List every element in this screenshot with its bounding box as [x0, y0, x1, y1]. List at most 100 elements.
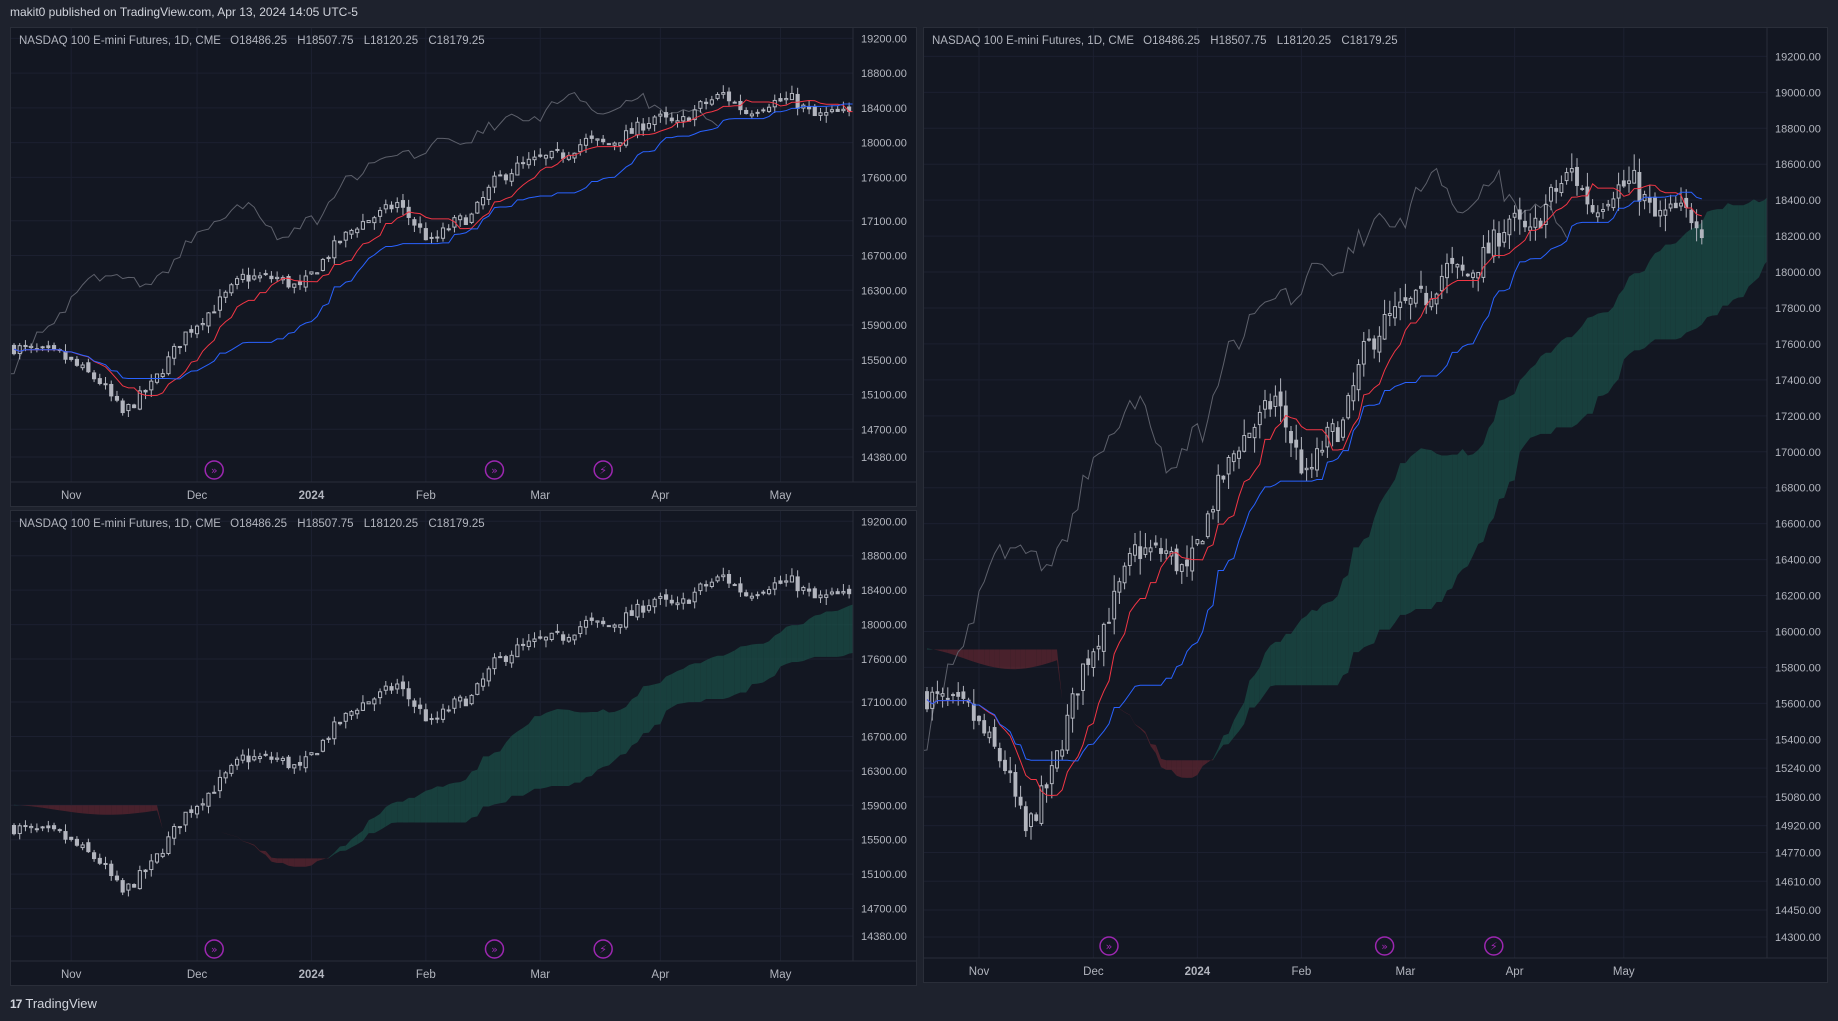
candle-body — [1096, 645, 1101, 650]
time-tick-label: 2024 — [1185, 966, 1211, 978]
candle-body — [686, 599, 692, 604]
time-axis — [11, 482, 916, 506]
event-icon-glyph: » — [491, 464, 498, 477]
cloud-segment — [151, 805, 157, 812]
cloud-segment — [488, 752, 495, 807]
cloud-segment — [1280, 633, 1286, 686]
chart-panel-top-left[interactable]: NASDAQ 100 E-mini Futures, 1D, CME O1848… — [10, 27, 917, 507]
candle-body — [1377, 335, 1382, 353]
chart-background — [924, 28, 1827, 982]
cloud-segment — [1556, 340, 1562, 428]
candle-body — [583, 619, 589, 628]
chart-canvas[interactable]: » » ⚡ 19200.00 18800.00 18400.00 18000.00 17600… — [11, 511, 917, 986]
cloud-segment — [483, 756, 489, 807]
cloud-segment — [932, 649, 938, 651]
candle-body — [1653, 196, 1657, 217]
candle-body — [132, 404, 137, 409]
cloud-segment — [1348, 547, 1354, 673]
candle-body — [492, 657, 497, 670]
candle-body — [589, 135, 594, 139]
candle-body — [606, 143, 611, 146]
candle-body — [1081, 663, 1085, 691]
cloud-segment — [231, 835, 238, 837]
candle-body — [549, 150, 554, 159]
candle-body — [623, 612, 629, 628]
price-tick-label: 14920.00 — [1775, 821, 1821, 833]
price-tick-label: 17000.00 — [1775, 447, 1821, 459]
dividend-event-icon: » — [204, 939, 224, 959]
candle-body — [1627, 180, 1631, 184]
cloud-segment — [631, 695, 638, 746]
candle-body — [772, 582, 777, 590]
candle-body — [1335, 427, 1340, 443]
cloud-segment — [734, 646, 741, 695]
candle-body — [732, 584, 737, 587]
candle-body — [1549, 186, 1553, 202]
candle-body — [698, 101, 703, 109]
event-icon-glyph: » — [211, 943, 218, 956]
dividend-event-icon: » — [1099, 936, 1119, 956]
candle-body — [1621, 180, 1626, 187]
cloud-segment — [740, 645, 747, 693]
candle-body — [641, 605, 646, 613]
cloud-segment — [597, 709, 604, 770]
cloud-segment — [626, 699, 632, 754]
candle-body — [332, 240, 337, 259]
chart-canvas[interactable]: » » ⚡ 19200.00 18800.00 18400.00 18000.00 17600… — [11, 28, 917, 507]
candle-body — [1117, 581, 1122, 593]
candle-body — [847, 588, 852, 595]
cloud-segment — [1717, 209, 1723, 316]
cloud-segment — [1629, 273, 1635, 355]
candle-body — [1289, 431, 1293, 444]
earnings-event-icon: ⚡ — [593, 460, 613, 480]
cloud-segment — [1036, 649, 1042, 667]
cloud-segment — [545, 710, 552, 788]
candle-body — [69, 836, 74, 840]
tradingview-footer[interactable]: 17 TradingView — [10, 996, 97, 1011]
candle-body — [1268, 401, 1273, 410]
candle-body — [337, 721, 343, 725]
time-tick-label: Dec — [187, 490, 208, 502]
candle-body — [1424, 292, 1429, 306]
price-tick-label: 16800.00 — [1775, 483, 1821, 495]
cloud-segment — [826, 611, 832, 657]
candle-body — [360, 221, 365, 230]
price-tick-label: 17100.00 — [861, 216, 907, 228]
candle-body — [635, 121, 640, 136]
conversion-line — [926, 183, 1702, 797]
candle-body — [23, 344, 28, 347]
candle-body — [1434, 293, 1439, 305]
cloud-segment — [654, 682, 661, 726]
cloud-segment — [1306, 609, 1312, 686]
cloud-segment — [1015, 649, 1021, 670]
candle-body — [951, 694, 955, 697]
chart-panel-right[interactable]: NASDAQ 100 E-mini Futures, 1D, CME O1848… — [923, 27, 1828, 983]
candle-body — [1242, 435, 1247, 452]
candle-body — [1611, 198, 1616, 209]
cloud-segment — [751, 643, 758, 685]
cloud-segment — [1441, 455, 1447, 603]
candle-body — [1122, 565, 1127, 584]
candle-body — [538, 154, 543, 157]
ohlc-high: H18507.75 — [297, 518, 354, 530]
candle-body — [543, 154, 549, 159]
cloud-segment — [1722, 203, 1728, 306]
time-axis — [11, 961, 916, 985]
chart-panel-bottom-left[interactable]: NASDAQ 100 E-mini Futures, 1D, CME O1848… — [10, 510, 917, 986]
candle-body — [956, 692, 961, 697]
candle-body — [744, 592, 749, 597]
chart-canvas[interactable]: » » ⚡ 19200.00 19000.00 18800.00 18600.00 18400… — [924, 28, 1828, 983]
candle-body — [412, 219, 417, 226]
candle-body — [86, 842, 91, 853]
cloud-segment — [1270, 641, 1276, 687]
cloud-segment — [1639, 270, 1645, 351]
candle-body — [1580, 187, 1585, 190]
cloud-segment — [397, 801, 403, 823]
cloud-segment — [443, 783, 449, 823]
candle-body — [606, 625, 611, 628]
candle-body — [40, 346, 45, 349]
price-tick-label: 19200.00 — [861, 516, 907, 528]
candle-body — [726, 573, 732, 584]
cloud-segment — [1233, 711, 1239, 738]
cloud-segment — [1041, 649, 1047, 666]
